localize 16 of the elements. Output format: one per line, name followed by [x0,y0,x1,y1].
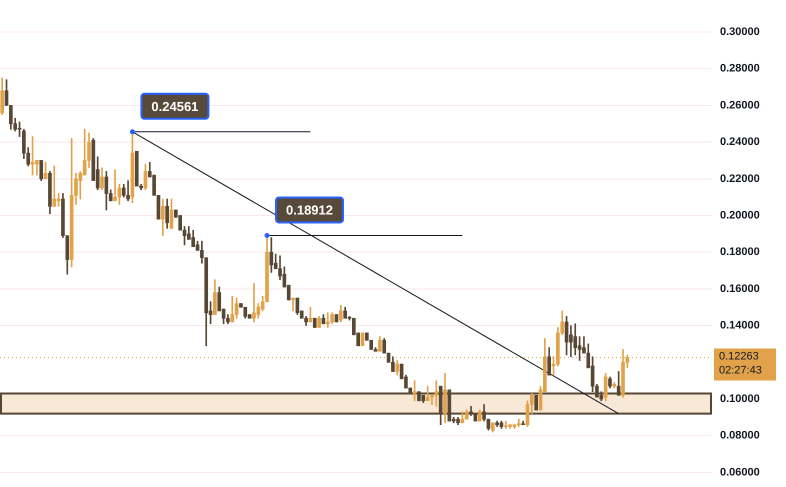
annotation: 0.18912 [286,202,333,218]
y-tick-label: 0.26000 [720,99,760,112]
y-tick-label: 0.22000 [720,172,760,185]
y-tick-label: 0.20000 [720,210,760,222]
y-tick-label: 0.24000 [720,136,760,148]
ref-line-label: 0.12263 [719,350,759,363]
y-tick-label: 0.30000 [720,26,760,38]
y-tick-label: 0.14000 [720,320,760,332]
y-tick-label: 0.16000 [720,282,760,295]
annotation: 0.24561 [151,98,198,114]
y-tick-label: 0.18000 [720,246,760,258]
y-tick-label: 0.06000 [720,466,760,478]
y-tick-label: 0.08000 [720,430,760,442]
y-tick-label: 0.10000 [720,393,760,406]
text: 02:27:43 [719,364,762,377]
y-tick-label: 0.28000 [720,62,760,75]
